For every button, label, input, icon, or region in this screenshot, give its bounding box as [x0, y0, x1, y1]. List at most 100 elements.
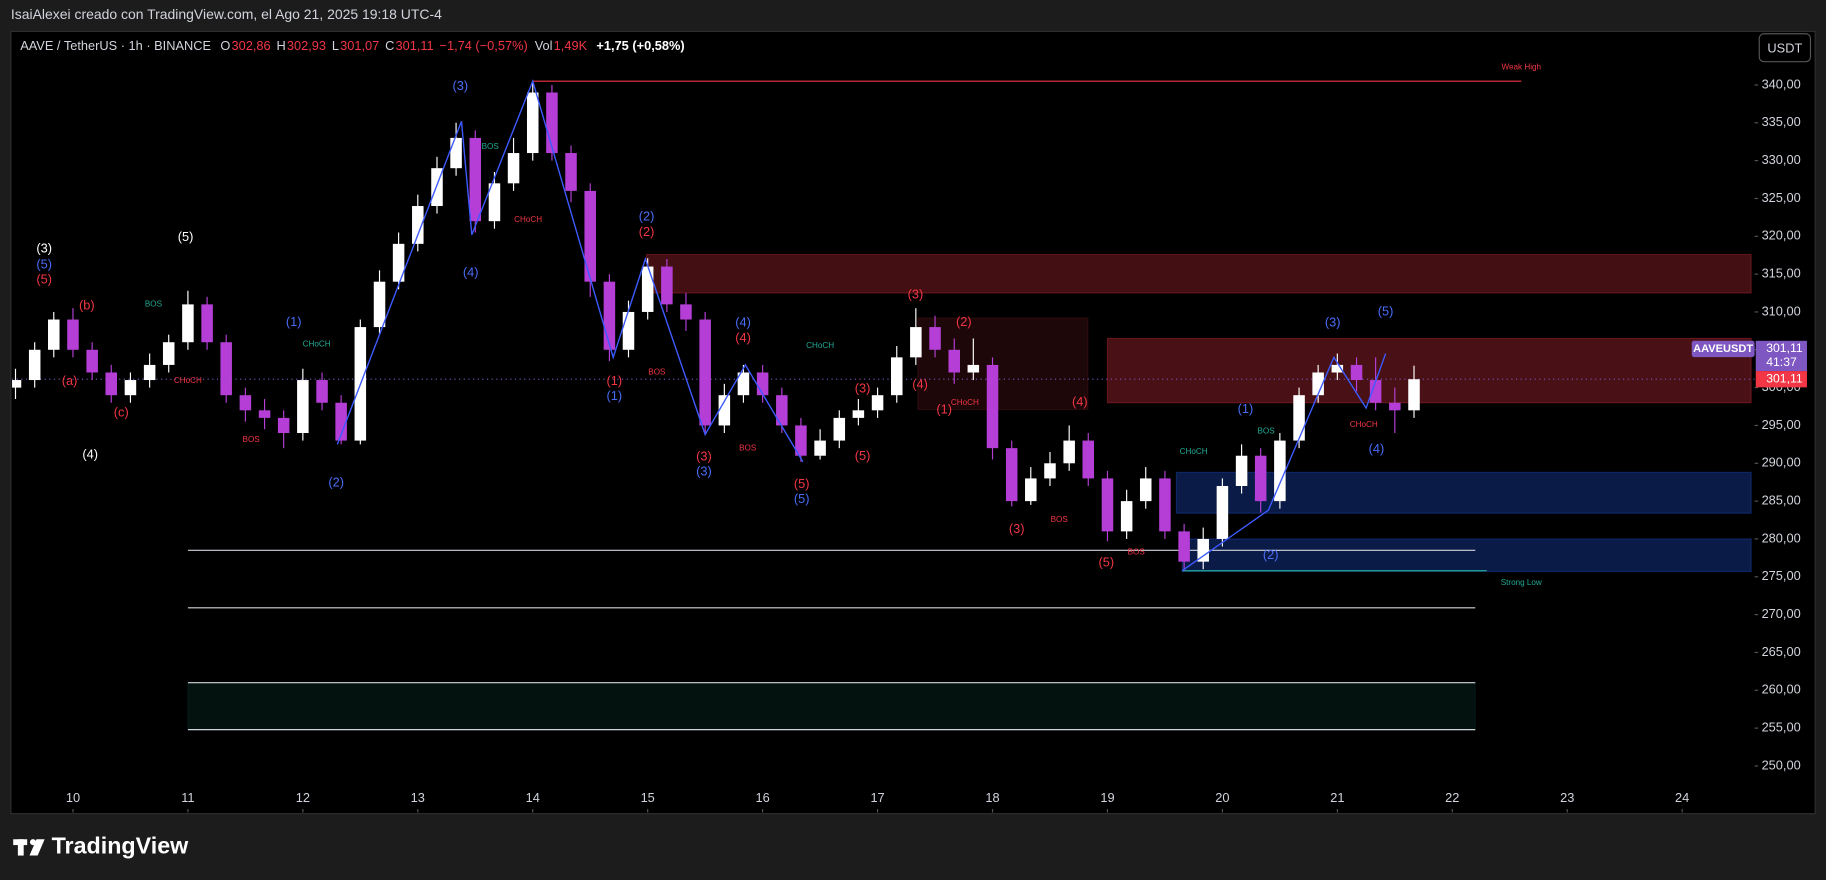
wave-label: (3) [696, 449, 712, 464]
y-tick-label: 295,00 [1762, 417, 1801, 432]
wave-label: (3) [36, 241, 52, 256]
candle-body [718, 395, 731, 426]
wave-label: (4) [912, 377, 928, 392]
structure-label: CHoCH [1350, 420, 1378, 429]
candle-body [143, 364, 156, 381]
wave-label: (5) [855, 448, 871, 463]
candle-body [469, 137, 482, 222]
wave-label: (5) [794, 491, 810, 506]
y-tick-label: 310,00 [1762, 303, 1801, 318]
x-tick-label: 23 [1560, 790, 1574, 805]
candle-body [948, 349, 960, 373]
candle-body [1178, 531, 1190, 562]
wave-line [336, 79, 804, 463]
candle-body [28, 349, 41, 381]
candle-body [795, 425, 807, 456]
x-tick-label: 10 [66, 790, 80, 805]
candle-body [1293, 395, 1305, 441]
currency-label[interactable]: USDT [1767, 40, 1802, 55]
candle-body [737, 372, 750, 396]
candle-body [1331, 364, 1344, 373]
candle-body [852, 410, 865, 418]
zone [1106, 337, 1752, 404]
candle-body [584, 190, 596, 282]
candle-body [201, 304, 213, 343]
wave-label: (5) [36, 256, 52, 271]
candle-body [565, 153, 577, 191]
candle-body [450, 137, 462, 169]
candle-body [1044, 463, 1056, 479]
structure-label: BOS [1257, 427, 1275, 436]
x-tick-label: 15 [641, 790, 655, 805]
wave-label: (3) [696, 464, 712, 479]
wave-label: (2) [1263, 547, 1279, 562]
candle-body [182, 304, 194, 343]
legend-text: L [332, 38, 339, 53]
legend-text: 302,93 [287, 38, 326, 53]
legend-text: 302,86 [231, 38, 270, 53]
structure-label: CHoCH [1180, 447, 1208, 456]
wave-label: (5) [1098, 555, 1114, 570]
last-price-tag [1755, 371, 1807, 388]
candle-body [277, 417, 290, 434]
y-tick-label: 285,00 [1762, 492, 1801, 507]
candle-body [1274, 440, 1286, 502]
candle-body [526, 92, 539, 154]
x-tick-label: 24 [1675, 790, 1689, 805]
structure-label: BOS [1051, 515, 1069, 524]
candle-body [124, 380, 137, 396]
price-tag-label: 301,11 [1766, 341, 1803, 355]
candle-body [220, 342, 232, 396]
candle-body [603, 281, 616, 350]
wave-label: (2) [639, 224, 655, 239]
currency-button[interactable] [1758, 33, 1812, 63]
candle-body [546, 92, 558, 154]
candle-body [1159, 478, 1171, 532]
logo-stem [17, 839, 24, 856]
wave-label: (4) [463, 265, 479, 280]
structure-label: Weak High [1501, 63, 1541, 72]
candle-body [297, 380, 309, 434]
candle-body [622, 311, 635, 350]
y-tick-label: 320,00 [1762, 228, 1801, 243]
structure-label: CHoCH [174, 376, 202, 385]
logo-dot [29, 839, 37, 846]
x-tick-label: 12 [296, 790, 310, 805]
candle-body [1254, 455, 1267, 502]
y-tick-label: 255,00 [1762, 719, 1801, 734]
candle-body [929, 327, 941, 350]
wave-label: (1) [1238, 401, 1254, 416]
candle-body [1389, 402, 1401, 411]
candle-body [891, 357, 903, 396]
candle-body [1120, 501, 1133, 532]
wave-label: (3) [1009, 521, 1025, 536]
wave-label: (2) [639, 209, 655, 224]
wave-label: (4) [735, 315, 751, 330]
candle-body [699, 319, 711, 426]
candle-body [1005, 448, 1018, 502]
wave-label: (3) [453, 78, 469, 93]
x-tick-label: 21 [1330, 790, 1344, 805]
wave-label: (a) [62, 373, 78, 388]
candle-body [335, 402, 347, 441]
legend-text: O [220, 38, 230, 53]
wave-label: (3) [855, 381, 871, 396]
candle-body [986, 364, 999, 449]
zone [1175, 471, 1752, 514]
y-tick-label: 335,00 [1762, 114, 1801, 129]
candle-body [12, 380, 22, 388]
candle-body [48, 319, 60, 350]
zone [917, 317, 1089, 411]
x-tick-label: 11 [181, 790, 194, 805]
legend-text: +1,75 (+0,58%) [596, 38, 684, 53]
candle-body [86, 349, 98, 373]
x-tick-label: 16 [756, 790, 770, 805]
y-tick-label: 340,00 [1762, 76, 1801, 91]
zone [645, 253, 1752, 294]
brand-name: TradingView [52, 833, 190, 859]
wave-label: (3) [908, 287, 924, 302]
candle-body [680, 304, 692, 320]
candle-body [507, 153, 520, 184]
